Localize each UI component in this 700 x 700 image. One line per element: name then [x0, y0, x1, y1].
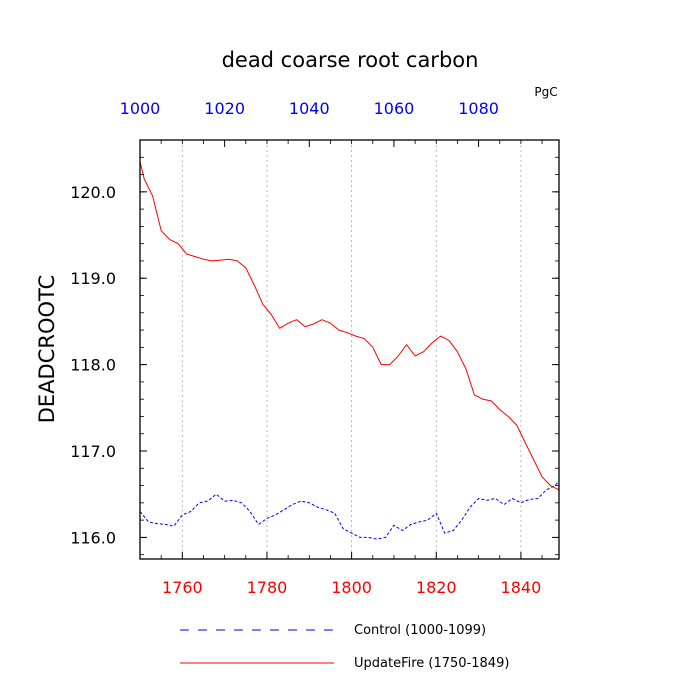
plot-frame — [139, 139, 560, 560]
series-line-updatefire — [139, 161, 560, 491]
y-tick-label: 116.0 — [70, 528, 116, 547]
top-tick-label: 1080 — [458, 99, 499, 118]
bottom-tick-label: 1840 — [501, 578, 542, 597]
legend-label-control: Control (1000-1099) — [354, 623, 486, 638]
y-tick-label: 117.0 — [70, 442, 116, 461]
y-tick-label: 118.0 — [70, 356, 116, 375]
top-tick-label: 1040 — [289, 99, 330, 118]
chart-title: dead coarse root carbon — [222, 48, 479, 72]
top-tick-label: 1060 — [374, 99, 415, 118]
legend-label-updatefire: UpdateFire (1750-1849) — [354, 656, 509, 671]
bottom-tick-label: 1780 — [247, 578, 288, 597]
series-lines — [139, 161, 560, 540]
y-tick-label: 120.0 — [70, 183, 116, 202]
series-line-control — [139, 480, 560, 540]
bottom-tick-label: 1800 — [331, 578, 372, 597]
legend: Control (1000-1099) UpdateFire (1750-184… — [180, 623, 509, 671]
top-tick-label: 1020 — [204, 99, 245, 118]
y-axis: 116.0 117.0 118.0 119.0 120.0 — [70, 156, 559, 556]
grid-lines — [181, 140, 522, 559]
units-label: PgC — [534, 85, 557, 99]
bottom-tick-label: 1760 — [162, 578, 203, 597]
top-axis: 1000 1020 1040 1060 1080 — [120, 99, 543, 147]
y-tick-label: 119.0 — [70, 269, 116, 288]
bottom-axis: 1760 1780 1800 1820 1840 — [160, 552, 543, 597]
y-axis-label: DEADCROOTC — [35, 275, 59, 424]
top-tick-label: 1000 — [120, 99, 161, 118]
bottom-tick-label: 1820 — [416, 578, 457, 597]
